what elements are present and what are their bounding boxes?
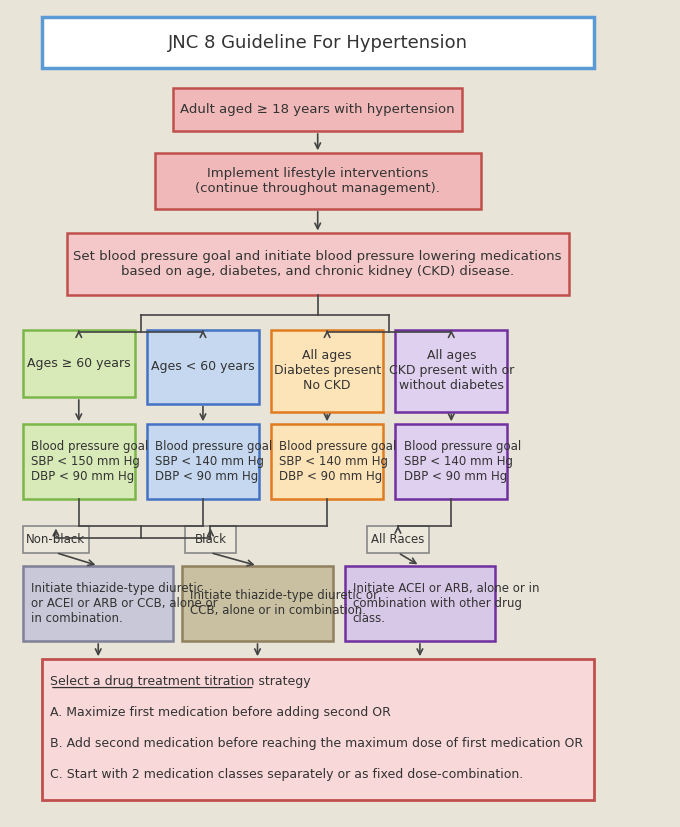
Text: Ages ≥ 60 years: Ages ≥ 60 years bbox=[27, 357, 131, 370]
FancyBboxPatch shape bbox=[182, 566, 333, 641]
Text: Blood pressure goal
SBP < 140 mm Hg
DBP < 90 mm Hg: Blood pressure goal SBP < 140 mm Hg DBP … bbox=[279, 440, 396, 483]
Text: Blood pressure goal
SBP < 140 mm Hg
DBP < 90 mm Hg: Blood pressure goal SBP < 140 mm Hg DBP … bbox=[155, 440, 273, 483]
Text: JNC 8 Guideline For Hypertension: JNC 8 Guideline For Hypertension bbox=[168, 34, 468, 51]
Text: All ages
CKD present with or
without diabetes: All ages CKD present with or without dia… bbox=[389, 350, 514, 393]
Text: Initiate ACEI or ARB, alone or in
combination with other drug
class.: Initiate ACEI or ARB, alone or in combin… bbox=[353, 582, 539, 625]
Text: Adult aged ≥ 18 years with hypertension: Adult aged ≥ 18 years with hypertension bbox=[180, 103, 455, 117]
FancyBboxPatch shape bbox=[173, 88, 462, 131]
FancyBboxPatch shape bbox=[147, 424, 259, 500]
FancyBboxPatch shape bbox=[23, 526, 89, 552]
FancyBboxPatch shape bbox=[396, 424, 507, 500]
Text: Set blood pressure goal and initiate blood pressure lowering medications
based o: Set blood pressure goal and initiate blo… bbox=[73, 250, 562, 278]
FancyBboxPatch shape bbox=[67, 233, 568, 294]
FancyBboxPatch shape bbox=[41, 17, 594, 68]
Text: Black: Black bbox=[194, 533, 226, 546]
FancyBboxPatch shape bbox=[271, 424, 383, 500]
Text: Select a drug treatment titration strategy: Select a drug treatment titration strate… bbox=[50, 675, 311, 687]
Text: Initiate thiazide-type diuretic or
CCB, alone or in combination.: Initiate thiazide-type diuretic or CCB, … bbox=[190, 590, 378, 618]
FancyBboxPatch shape bbox=[185, 526, 236, 552]
Text: A. Maximize first medication before adding second OR: A. Maximize first medication before addi… bbox=[50, 705, 391, 719]
FancyBboxPatch shape bbox=[23, 566, 173, 641]
FancyBboxPatch shape bbox=[23, 424, 135, 500]
FancyBboxPatch shape bbox=[271, 330, 383, 412]
FancyBboxPatch shape bbox=[41, 659, 594, 800]
Text: Blood pressure goal
SBP < 140 mm Hg
DBP < 90 mm Hg: Blood pressure goal SBP < 140 mm Hg DBP … bbox=[404, 440, 521, 483]
FancyBboxPatch shape bbox=[23, 330, 135, 397]
Text: C. Start with 2 medication classes separately or as fixed dose-combination.: C. Start with 2 medication classes separ… bbox=[50, 768, 523, 782]
Text: Blood pressure goal
SBP < 150 mm Hg
DBP < 90 mm Hg: Blood pressure goal SBP < 150 mm Hg DBP … bbox=[31, 440, 148, 483]
FancyBboxPatch shape bbox=[396, 330, 507, 412]
Text: B. Add second medication before reaching the maximum dose of first medication OR: B. Add second medication before reaching… bbox=[50, 737, 583, 750]
FancyBboxPatch shape bbox=[367, 526, 429, 552]
FancyBboxPatch shape bbox=[147, 330, 259, 404]
Text: All ages
Diabetes present
No CKD: All ages Diabetes present No CKD bbox=[273, 350, 381, 393]
Text: Non-black: Non-black bbox=[27, 533, 86, 546]
FancyBboxPatch shape bbox=[154, 153, 481, 209]
Text: Ages < 60 years: Ages < 60 years bbox=[151, 361, 255, 373]
Text: Implement lifestyle interventions
(continue throughout management).: Implement lifestyle interventions (conti… bbox=[195, 167, 440, 195]
FancyBboxPatch shape bbox=[345, 566, 495, 641]
Text: All Races: All Races bbox=[371, 533, 424, 546]
Text: Initiate thiazide-type diuretic
or ACEI or ARB or CCB, alone or
in combination.: Initiate thiazide-type diuretic or ACEI … bbox=[31, 582, 218, 625]
